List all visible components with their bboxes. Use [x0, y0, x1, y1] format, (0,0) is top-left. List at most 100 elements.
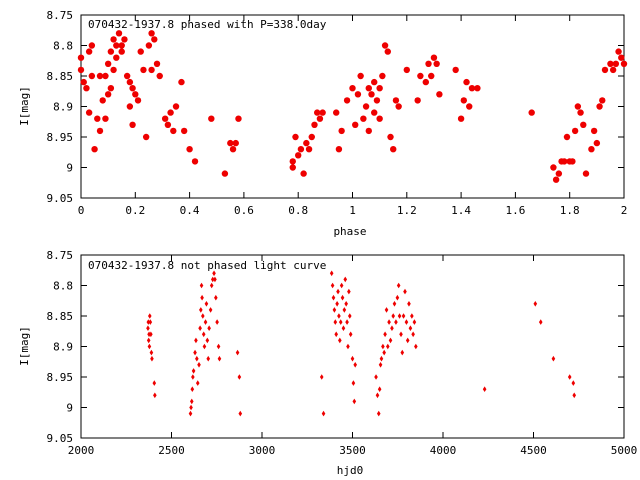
data-point	[601, 66, 609, 74]
data-point	[295, 152, 302, 159]
data-point	[193, 349, 197, 356]
data-point	[83, 85, 90, 92]
data-point	[331, 294, 336, 301]
data-point	[428, 72, 435, 80]
x-tick-label: 0.4	[180, 204, 200, 217]
x-tick-label: 4500	[520, 444, 547, 457]
data-point	[208, 307, 213, 313]
data-point	[195, 355, 199, 362]
y-tick-label: 9.05	[47, 192, 74, 205]
data-point	[232, 139, 239, 147]
data-point	[582, 170, 590, 177]
y-tick-label: 8.85	[47, 70, 74, 83]
data-point	[422, 78, 430, 86]
data-point	[430, 54, 438, 61]
data-point	[201, 313, 205, 319]
data-point	[620, 60, 628, 67]
data-point	[126, 78, 134, 86]
data-point	[164, 121, 172, 128]
data-point	[390, 146, 397, 153]
data-point	[394, 319, 398, 325]
data-point	[197, 362, 201, 368]
data-point	[189, 404, 193, 411]
phased-y-axis-label: I[mag]	[18, 86, 31, 126]
data-point	[360, 115, 367, 122]
data-point	[102, 115, 109, 122]
data-point	[618, 54, 625, 61]
data-point	[375, 392, 380, 399]
data-point	[384, 307, 389, 313]
data-point	[378, 362, 383, 368]
data-point	[147, 343, 152, 350]
data-point	[395, 294, 400, 301]
data-point	[408, 325, 413, 331]
data-point	[77, 66, 85, 74]
data-point	[349, 85, 356, 92]
data-point	[615, 48, 622, 55]
data-point	[405, 337, 410, 344]
data-point	[213, 276, 217, 283]
data-point	[387, 319, 391, 325]
data-point	[388, 337, 393, 344]
phased-light-curve-panel: 070432-1937.8 phased with P=338.0day pha…	[18, 9, 627, 238]
data-point	[238, 410, 243, 417]
data-point	[151, 36, 158, 43]
data-point	[474, 85, 481, 92]
data-point	[102, 72, 109, 80]
data-point	[107, 48, 115, 55]
data-point	[588, 146, 595, 153]
data-point	[319, 374, 324, 380]
data-point	[354, 91, 362, 98]
data-point	[395, 103, 402, 110]
data-point	[216, 343, 221, 350]
data-point	[609, 66, 617, 74]
data-point	[555, 170, 563, 177]
data-point	[137, 48, 144, 55]
data-point	[199, 307, 203, 313]
data-point	[599, 97, 606, 104]
data-point	[371, 78, 378, 86]
data-point	[217, 355, 222, 362]
data-point	[209, 282, 214, 289]
data-point	[572, 392, 577, 399]
data-point	[316, 115, 324, 122]
data-point	[321, 410, 326, 417]
data-point	[85, 48, 93, 55]
data-point	[289, 158, 296, 165]
y-tick-label: 8.85	[47, 310, 74, 323]
data-point	[482, 386, 487, 392]
x-tick-label: 2500	[158, 444, 185, 457]
data-point	[350, 355, 355, 362]
data-point	[153, 392, 157, 399]
data-point	[457, 115, 465, 122]
data-point	[376, 410, 381, 417]
data-point	[200, 294, 204, 301]
data-point	[390, 325, 394, 331]
data-point	[110, 66, 117, 74]
data-point	[178, 78, 185, 86]
data-point	[202, 343, 207, 350]
data-point	[590, 127, 598, 135]
data-point	[571, 127, 579, 135]
data-point	[208, 115, 215, 122]
unphased-light-curve-panel: 070432-1937.8 not phased light curve hjd…	[18, 249, 637, 477]
data-point	[433, 60, 440, 67]
y-tick-label: 8.9	[53, 101, 73, 114]
data-point	[161, 115, 169, 122]
data-point	[205, 337, 210, 344]
data-point	[466, 103, 473, 110]
data-point	[396, 282, 401, 289]
data-point	[463, 78, 470, 86]
data-point	[229, 146, 237, 153]
x-tick-label: 0.6	[234, 204, 254, 217]
data-point	[407, 301, 411, 307]
data-point	[371, 109, 378, 116]
data-point	[118, 42, 125, 49]
data-point	[235, 115, 242, 122]
data-point	[329, 270, 334, 277]
y-tick-label: 8.8	[53, 280, 73, 293]
x-tick-label: 1.2	[397, 204, 417, 217]
data-point	[352, 398, 357, 405]
data-point	[412, 319, 417, 325]
